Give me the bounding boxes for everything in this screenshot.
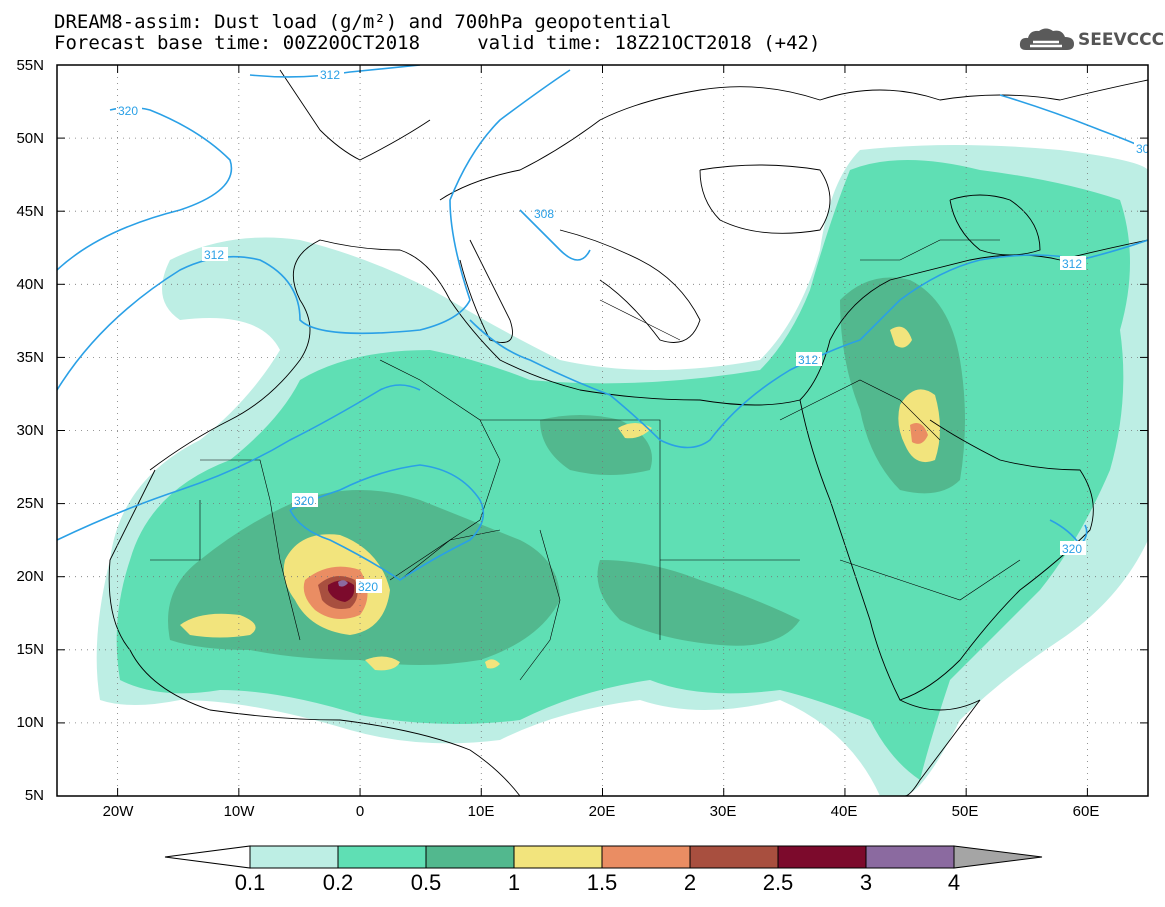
colorbar-swatch <box>513 845 603 869</box>
contour-label: 320 <box>358 580 378 594</box>
colorbar-label: 4 <box>947 870 961 895</box>
cloud-icon <box>1019 28 1074 50</box>
colorbar-label: 0.5 <box>410 870 442 895</box>
lon-label: 60E <box>1072 803 1100 820</box>
colorbar-swatch <box>689 845 779 869</box>
lon-label: 10E <box>467 803 495 820</box>
colorbar-label: 1 <box>507 870 521 895</box>
lat-label: 55N <box>16 57 44 74</box>
contour-label: 30 <box>1136 142 1150 156</box>
contour-label: 320 <box>1062 542 1082 556</box>
lat-label: 15N <box>16 641 44 658</box>
lon-label: 30E <box>709 803 737 820</box>
colorbar-swatch <box>249 845 339 869</box>
contour-label: 312 <box>798 353 818 367</box>
lon-label: 50E <box>951 803 979 820</box>
colorbar-arrow-left <box>164 845 251 869</box>
lat-label: 40N <box>16 276 44 293</box>
contour-label: 320 <box>294 494 314 508</box>
colorbar-label: 0.2 <box>322 870 354 895</box>
lon-label: 10W <box>223 803 255 820</box>
lat-label: 10N <box>16 714 44 731</box>
colorbar-label: 3 <box>859 870 873 895</box>
country-borders <box>150 239 1021 681</box>
colorbar-label: 2.5 <box>762 870 794 895</box>
colorbar-swatch <box>337 845 427 869</box>
lon-label: 20E <box>588 803 616 820</box>
seevccc-logo: SEEVCCC <box>1018 26 1164 56</box>
lat-label: 20N <box>16 568 44 585</box>
coastlines <box>108 69 1148 796</box>
dust-field <box>96 145 1148 796</box>
contour-label: 312 <box>204 248 224 262</box>
lon-label: 20W <box>102 803 134 820</box>
contour-label: 312 <box>320 68 340 82</box>
contour-label: 308 <box>534 207 554 221</box>
colorbar-arrow-right <box>953 845 1043 869</box>
lat-label: 5N <box>24 787 44 804</box>
forecast-time-line: Forecast base time: 00Z20OCT2018 valid t… <box>54 32 821 54</box>
colorbar-swatch <box>777 845 867 869</box>
lat-label: 50N <box>16 130 44 147</box>
contour-label: 312 <box>1062 257 1082 271</box>
logo-text: SEEVCCC <box>1078 30 1165 50</box>
lon-label: 40E <box>830 803 858 820</box>
lat-label: 45N <box>16 203 44 220</box>
lat-label: 30N <box>16 422 44 439</box>
colorbar-label: 0.1 <box>234 870 266 895</box>
colorbar-label: 1.5 <box>586 870 618 895</box>
contour-label-boxes: 312 320 312 308 312 312 320 320 320 30 <box>116 67 1150 594</box>
lat-label: 35N <box>16 349 44 366</box>
geopotential-contours <box>57 65 1148 581</box>
map-title: DREAM8-assim: Dust load (g/m²) and 700hP… <box>54 11 672 33</box>
contour-label: 320 <box>118 104 138 118</box>
colorbar-swatch <box>865 845 955 869</box>
colorbar-swatch <box>601 845 691 869</box>
lon-label: 0 <box>355 803 365 820</box>
lat-label: 25N <box>16 495 44 512</box>
colorbar-swatch <box>425 845 515 869</box>
colorbar-label: 2 <box>683 870 697 895</box>
